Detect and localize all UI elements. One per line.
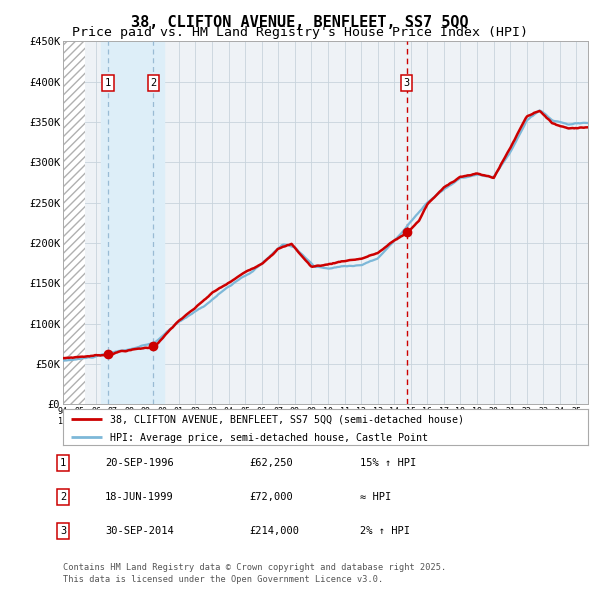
Text: Contains HM Land Registry data © Crown copyright and database right 2025.: Contains HM Land Registry data © Crown c…: [63, 563, 446, 572]
Text: 1: 1: [105, 78, 111, 88]
Text: 1: 1: [60, 458, 66, 468]
Text: 20-SEP-1996: 20-SEP-1996: [105, 458, 174, 468]
Text: £62,250: £62,250: [249, 458, 293, 468]
Text: 15% ↑ HPI: 15% ↑ HPI: [360, 458, 416, 468]
Text: 30-SEP-2014: 30-SEP-2014: [105, 526, 174, 536]
Text: 2: 2: [60, 492, 66, 502]
Text: 2% ↑ HPI: 2% ↑ HPI: [360, 526, 410, 536]
Text: 38, CLIFTON AVENUE, BENFLEET, SS7 5QQ (semi-detached house): 38, CLIFTON AVENUE, BENFLEET, SS7 5QQ (s…: [110, 415, 464, 425]
Text: 18-JUN-1999: 18-JUN-1999: [105, 492, 174, 502]
Text: 3: 3: [404, 78, 410, 88]
Text: 38, CLIFTON AVENUE, BENFLEET, SS7 5QQ: 38, CLIFTON AVENUE, BENFLEET, SS7 5QQ: [131, 15, 469, 30]
Text: HPI: Average price, semi-detached house, Castle Point: HPI: Average price, semi-detached house,…: [110, 433, 428, 443]
Text: £214,000: £214,000: [249, 526, 299, 536]
Text: Price paid vs. HM Land Registry's House Price Index (HPI): Price paid vs. HM Land Registry's House …: [72, 26, 528, 39]
Bar: [63, 41, 85, 404]
Bar: [101, 41, 164, 404]
Text: 3: 3: [60, 526, 66, 536]
Text: £72,000: £72,000: [249, 492, 293, 502]
Text: ≈ HPI: ≈ HPI: [360, 492, 391, 502]
Text: This data is licensed under the Open Government Licence v3.0.: This data is licensed under the Open Gov…: [63, 575, 383, 584]
Text: 2: 2: [151, 78, 157, 88]
